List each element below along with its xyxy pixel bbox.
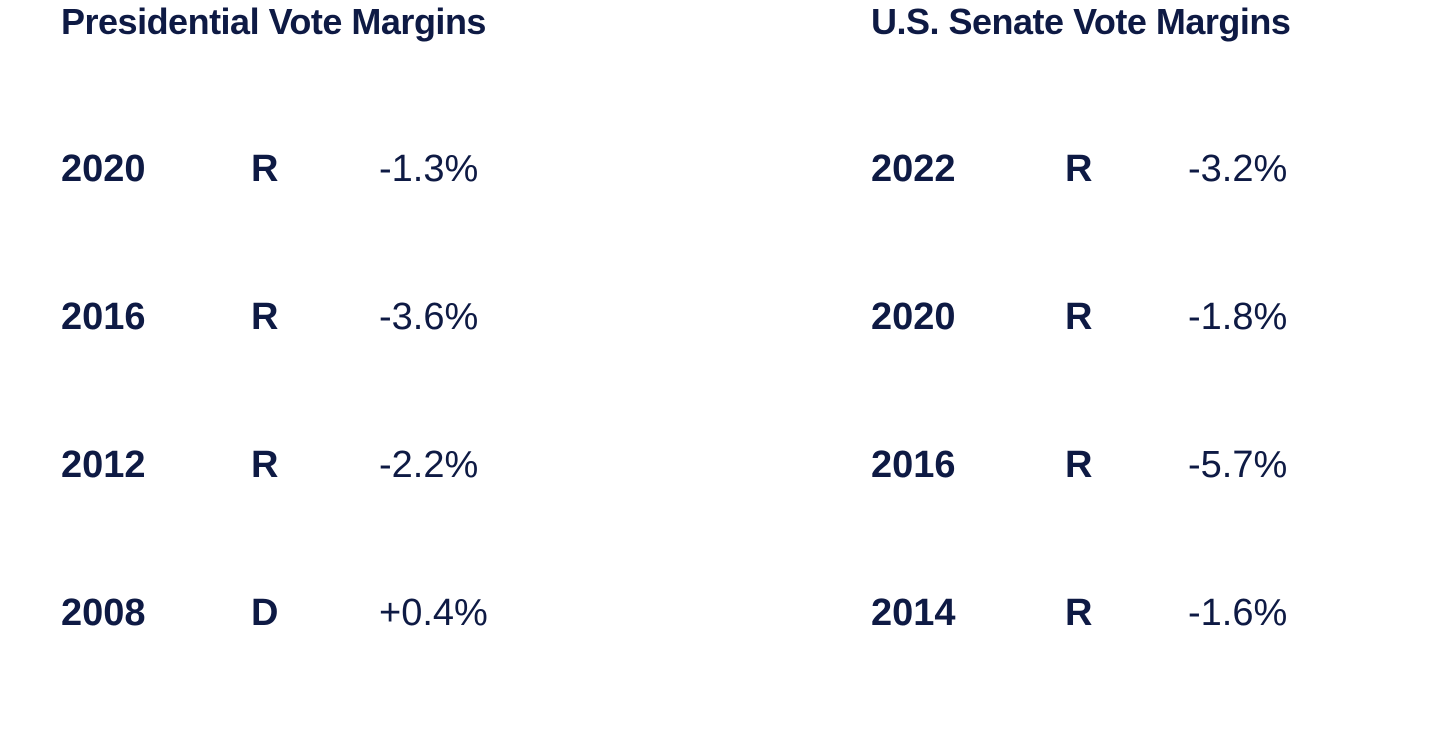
election-year: 2016 (871, 444, 956, 486)
table-row: 2016 R -3.6% (61, 296, 581, 444)
senate-title: U.S. Senate Vote Margins (871, 1, 1291, 42)
winning-party: R (1065, 296, 1093, 338)
election-year: 2012 (61, 444, 146, 486)
senate-rows: 2022 R -3.2% 2020 R -1.8% 2016 R -5.7% 2… (871, 148, 1391, 740)
winning-party: R (251, 444, 279, 486)
election-year: 2020 (871, 296, 956, 338)
table-row: 2020 R -1.3% (61, 148, 581, 296)
table-row: 2020 R -1.8% (871, 296, 1391, 444)
vote-margin: +0.4% (379, 592, 488, 634)
vote-margin: -2.2% (379, 444, 479, 486)
vote-margin: -1.8% (1188, 296, 1288, 338)
table-row: 2022 R -3.2% (871, 148, 1391, 296)
table-row: 2012 R -2.2% (61, 444, 581, 592)
vote-margin: -1.6% (1188, 592, 1288, 634)
presidential-title: Presidential Vote Margins (61, 1, 486, 42)
election-year: 2014 (871, 592, 956, 634)
election-year: 2020 (61, 148, 146, 190)
presidential-rows: 2020 R -1.3% 2016 R -3.6% 2012 R -2.2% 2… (61, 148, 581, 740)
table-row: 2008 D +0.4% (61, 592, 581, 740)
winning-party: R (1065, 592, 1093, 634)
table-row: 2014 R -1.6% (871, 592, 1391, 740)
election-year: 2016 (61, 296, 146, 338)
vote-margin: -3.2% (1188, 148, 1288, 190)
winning-party: R (1065, 148, 1093, 190)
winning-party: R (1065, 444, 1093, 486)
vote-margin: -5.7% (1188, 444, 1288, 486)
vote-margin: -3.6% (379, 296, 479, 338)
election-year: 2008 (61, 592, 146, 634)
election-year: 2022 (871, 148, 956, 190)
winning-party: R (251, 296, 279, 338)
winning-party: R (251, 148, 279, 190)
table-row: 2016 R -5.7% (871, 444, 1391, 592)
vote-margin: -1.3% (379, 148, 479, 190)
winning-party: D (251, 592, 279, 634)
